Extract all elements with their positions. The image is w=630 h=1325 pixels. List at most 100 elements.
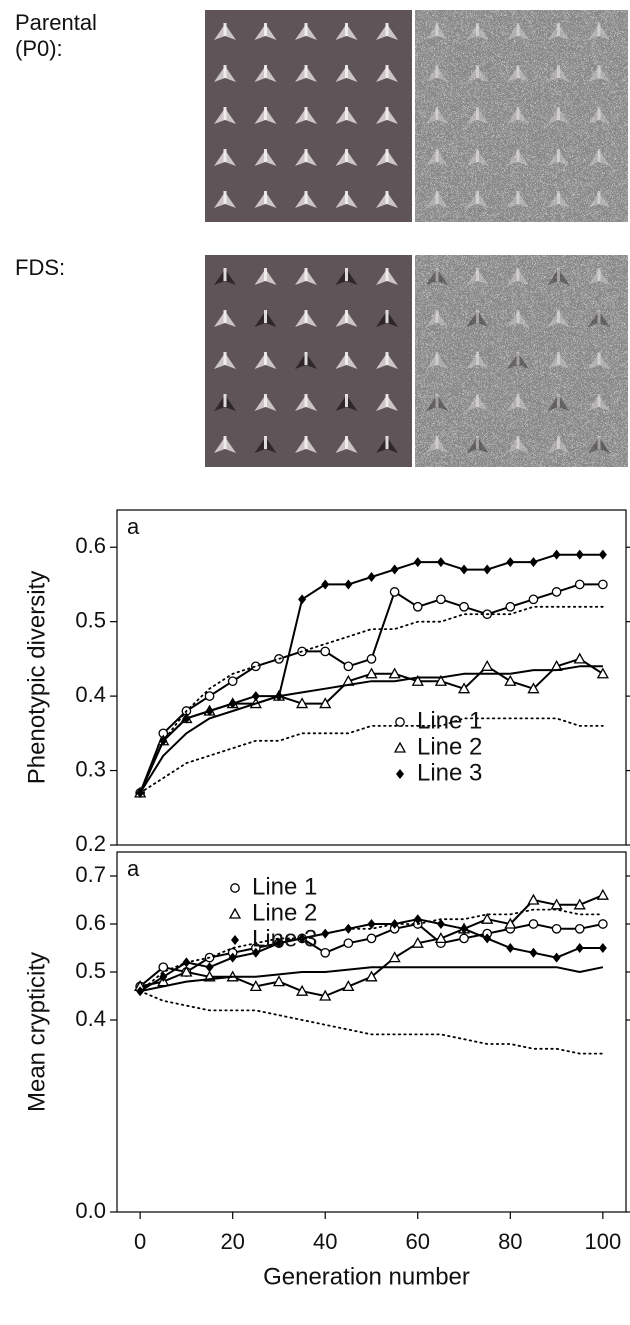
moth	[426, 311, 448, 327]
moth-body	[345, 436, 348, 449]
moth-body	[597, 268, 601, 281]
moth	[588, 395, 610, 411]
data-point	[598, 943, 607, 953]
data-point	[552, 952, 561, 963]
data-point	[460, 923, 469, 934]
data-point	[506, 557, 515, 568]
moth-body	[476, 352, 479, 365]
moth-body	[223, 65, 227, 78]
moth-body	[597, 191, 601, 204]
data-point	[504, 674, 517, 686]
data-point	[274, 938, 283, 949]
data-point	[227, 676, 238, 687]
legend-marker	[230, 883, 240, 893]
moth-body	[557, 107, 560, 120]
data-point	[319, 697, 332, 709]
data-point	[388, 951, 401, 963]
panel-label: Parental	[15, 10, 97, 35]
moth-body	[516, 394, 520, 407]
data-point	[575, 943, 584, 953]
data-point	[295, 984, 309, 996]
data-point	[529, 557, 538, 568]
moth	[426, 108, 448, 124]
x-tick-label: 40	[313, 1229, 337, 1254]
moth-body	[264, 149, 267, 162]
legend-marker	[228, 907, 242, 919]
moth-body	[476, 107, 479, 120]
moth	[547, 192, 570, 208]
moth-body	[516, 191, 520, 204]
data-point	[158, 962, 169, 973]
moth-body	[597, 352, 601, 365]
moth	[547, 150, 570, 166]
data-point	[596, 888, 609, 900]
data-point	[320, 947, 331, 958]
data-point	[598, 919, 608, 929]
y-tick-label: 0.4	[75, 1006, 106, 1031]
moth	[588, 353, 610, 369]
moth-body	[304, 268, 308, 281]
moth-body	[304, 191, 308, 204]
moth-body	[476, 436, 479, 449]
data-point	[390, 564, 399, 575]
data-point	[205, 962, 214, 973]
moth-body	[597, 394, 601, 407]
moth-body	[385, 107, 389, 120]
moth-body	[304, 65, 308, 78]
moth	[547, 66, 570, 82]
y-tick-label: 0.2	[75, 831, 106, 856]
data-point	[412, 601, 423, 612]
series-line	[139, 657, 604, 794]
data-point	[342, 980, 355, 992]
panel-label: FDS:	[15, 255, 65, 280]
x-axis-title: Generation number	[263, 1263, 470, 1290]
moth-body	[597, 310, 601, 323]
moth-body	[516, 268, 520, 281]
moth-body	[345, 268, 348, 281]
moth-body	[345, 149, 348, 162]
moth	[507, 150, 529, 166]
x-tick-label: 0	[134, 1229, 146, 1254]
data-point	[411, 936, 424, 948]
moth	[466, 108, 489, 124]
moth	[426, 192, 448, 208]
data-point	[574, 579, 585, 590]
x-tick-label: 60	[406, 1229, 430, 1254]
moth-body	[557, 394, 560, 407]
data-point	[298, 594, 307, 605]
data-point	[504, 917, 517, 929]
moth-body	[385, 436, 389, 449]
moth-body	[516, 149, 520, 162]
moth	[547, 437, 570, 453]
data-point	[527, 893, 540, 905]
data-point	[295, 697, 309, 709]
moth-body	[557, 23, 560, 36]
y-tick-label: 0.5	[75, 607, 106, 632]
series-line	[139, 966, 604, 993]
moth-body	[435, 65, 439, 78]
legend-label: Line 3	[252, 925, 317, 952]
data-point	[411, 674, 424, 686]
moth-body	[435, 352, 439, 365]
noise-background	[415, 10, 628, 222]
moth	[466, 150, 489, 166]
moth-body	[516, 436, 520, 449]
panel-label: (P0):	[15, 36, 63, 61]
moth	[588, 150, 610, 166]
moth-body	[597, 107, 601, 120]
moth-body	[264, 352, 267, 365]
legend-label: Line 2	[417, 733, 482, 760]
moth	[547, 269, 570, 285]
moth-body	[557, 436, 560, 449]
series-line	[139, 665, 603, 794]
data-point	[436, 594, 446, 605]
moth	[466, 311, 489, 327]
moth-body	[345, 352, 348, 365]
data-point	[388, 667, 401, 679]
moth-body	[304, 436, 308, 449]
data-point	[574, 923, 585, 934]
y-tick-label: 0.5	[75, 958, 106, 983]
moth	[426, 66, 448, 82]
y-tick-label: 0.3	[75, 756, 106, 781]
